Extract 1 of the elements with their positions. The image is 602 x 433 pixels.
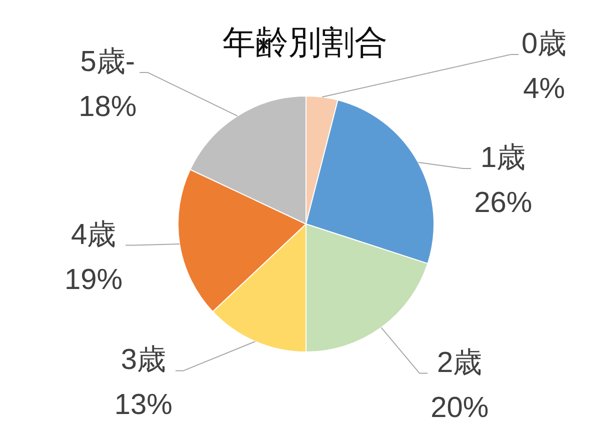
title: 年齢別割合 — [222, 24, 388, 60]
